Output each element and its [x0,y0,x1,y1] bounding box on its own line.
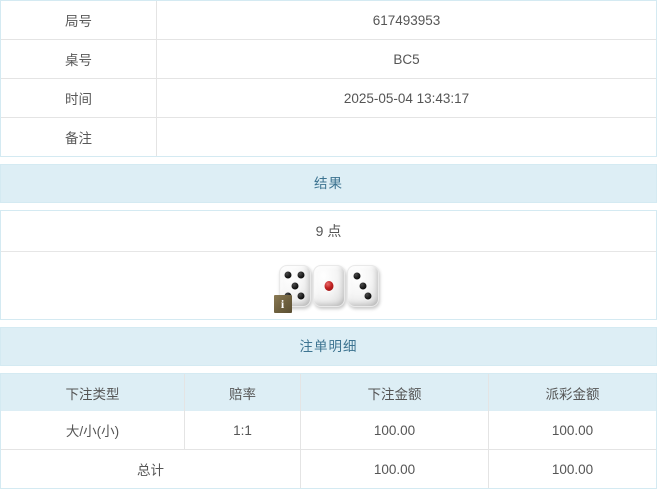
table-row: 时间 2025-05-04 13:43:17 [1,78,656,118]
table-row: 桌号 BC5 [1,39,656,79]
table-row-total: 总计 100.00 100.00 [1,449,656,488]
pip-icon [353,272,361,280]
info-label-remark: 备注 [1,117,157,156]
pip-icon [364,292,372,300]
bet-title-panel: 注单明细 [0,327,657,366]
info-value-table-no: BC5 [156,39,656,79]
result-points: 9 点 [1,211,656,252]
table-row: 大/小(小) 1:1 100.00 100.00 [1,411,656,450]
column-header-bet-amount: 下注金额 [300,374,489,411]
table-row: 备注 [1,117,656,156]
column-header-odds: 赔率 [184,374,301,411]
table-row: 局号 617493953 [1,1,656,40]
cell-total-label: 总计 [1,449,301,488]
cell-odds: 1:1 [184,411,301,450]
cell-total-payout-amount: 100.00 [488,449,656,488]
info-badge-icon[interactable]: i [273,294,292,313]
info-label-time: 时间 [1,78,157,118]
result-dice-area: i [1,252,656,319]
cell-total-bet-amount: 100.00 [300,449,489,488]
cell-bet-type: 大/小(小) [1,411,185,450]
bet-detail-panel: 下注类型 赔率 下注金额 派彩金额 大/小(小) 1:1 100.00 100.… [0,373,657,489]
info-value-round-no: 617493953 [156,1,656,40]
die-2-pips [313,265,345,307]
column-header-payout: 派彩金额 [488,374,656,411]
die-2 [312,264,345,307]
column-header-bet-type: 下注类型 [1,374,185,411]
dice-row: i [273,264,379,313]
round-info-panel: 局号 617493953 桌号 BC5 时间 2025-05-04 13:43:… [0,0,657,157]
pip-icon [297,292,305,300]
pip-icon [284,271,292,279]
die-3-pips [347,265,379,307]
info-label-round-no: 局号 [1,1,157,40]
result-title-panel: 结果 [0,164,657,203]
info-value-remark [156,117,656,156]
die-3 [346,264,379,307]
pip-icon [291,282,298,289]
result-panel: 9 点 i [0,210,657,320]
info-label-table-no: 桌号 [1,39,157,79]
round-info-table: 局号 617493953 桌号 BC5 时间 2025-05-04 13:43:… [1,1,656,156]
bet-detail-table: 下注类型 赔率 下注金额 派彩金额 大/小(小) 1:1 100.00 100.… [1,374,656,488]
bet-table-header-row: 下注类型 赔率 下注金额 派彩金额 [1,374,656,411]
bet-section-title: 注单明细 [1,328,656,365]
cell-payout-amount: 100.00 [488,411,656,450]
cell-bet-amount: 100.00 [300,411,489,450]
pip-icon-red [324,280,333,291]
result-section-title: 结果 [1,165,656,202]
pip-icon [359,282,366,289]
info-value-time: 2025-05-04 13:43:17 [156,78,656,118]
die-1: i [273,264,311,313]
pip-icon [297,271,305,279]
